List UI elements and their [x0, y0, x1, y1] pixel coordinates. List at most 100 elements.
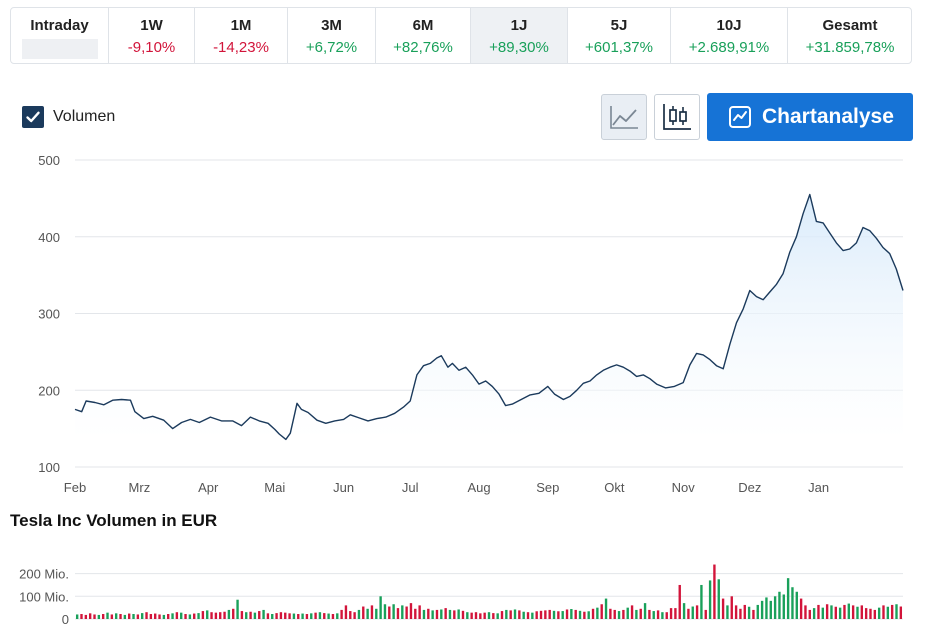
volume-bar	[219, 612, 222, 619]
volume-bar	[136, 614, 140, 619]
volume-bar	[730, 596, 733, 619]
volume-bar	[344, 605, 348, 619]
chartanalyse-label: Chartanalyse	[762, 105, 894, 128]
volume-bar	[752, 609, 755, 619]
volume-bar	[175, 612, 179, 619]
period-intraday[interactable]: Intraday	[11, 8, 109, 63]
period-1m[interactable]: 1M -14,23%	[195, 8, 288, 63]
chartanalyse-button[interactable]: Chartanalyse	[707, 93, 913, 141]
volume-bar	[613, 609, 616, 619]
volume-bar	[275, 613, 278, 619]
volume-bar	[847, 603, 850, 619]
period-1j[interactable]: 1J +89,30%	[471, 8, 568, 63]
volume-bar	[444, 608, 447, 619]
volume-bar	[392, 604, 395, 619]
volume-bar	[656, 610, 660, 619]
volume-bar	[691, 606, 694, 619]
volume-bar	[310, 613, 313, 619]
volume-bar	[448, 609, 452, 619]
period-6m[interactable]: 6M +82,76%	[376, 8, 471, 63]
volume-bar	[856, 606, 859, 619]
volume-bar	[704, 609, 707, 619]
volume-bar	[201, 611, 205, 619]
volume-bar	[773, 596, 777, 619]
period-5j[interactable]: 5J +601,37%	[568, 8, 671, 63]
volume-bar	[713, 564, 716, 619]
volume-bar	[154, 613, 157, 619]
volume-bar	[617, 611, 621, 619]
volume-bar	[418, 605, 421, 619]
volume-bar	[882, 605, 885, 619]
volume-chart: 0 100 Mio. 200 Mio.	[19, 564, 903, 627]
volume-bar	[93, 614, 96, 619]
volume-bar	[188, 614, 192, 619]
volume-bar	[114, 613, 118, 619]
volume-bar	[877, 607, 881, 619]
volume-bar	[687, 608, 690, 619]
volume-bar	[379, 596, 382, 619]
volume-bar	[648, 609, 651, 619]
volume-bar	[97, 614, 101, 619]
checkmark-icon	[26, 111, 40, 123]
volume-bar	[396, 608, 400, 619]
period-1w[interactable]: 1W -9,10%	[109, 8, 195, 63]
volume-bar	[552, 610, 556, 619]
volume-bar	[279, 612, 283, 619]
volume-bar	[123, 614, 127, 619]
volume-bar	[119, 614, 122, 619]
volume-bar	[401, 605, 404, 619]
period-label: 3M	[321, 17, 342, 34]
period-change: +89,30%	[489, 39, 549, 56]
period-label: Gesamt	[822, 17, 878, 34]
volume-bar	[171, 613, 174, 619]
price-line	[74, 193, 904, 441]
period-3m[interactable]: 3M +6,72%	[288, 8, 376, 63]
line-chart-button[interactable]	[601, 94, 647, 140]
period-label: 1J	[510, 17, 528, 34]
volume-bar	[75, 614, 79, 619]
volume-bar	[132, 614, 135, 619]
volume-bar	[362, 606, 365, 619]
volume-bar	[366, 608, 369, 619]
period-change-placeholder	[21, 39, 98, 59]
volume-bar	[674, 608, 677, 619]
volume-bar	[890, 604, 894, 619]
volume-chart-title: Tesla Inc Volumen in EUR	[10, 511, 218, 530]
volume-bar	[466, 612, 469, 619]
volume-bar	[825, 604, 829, 619]
price-x-tick: Apr	[198, 480, 219, 495]
volume-bar	[873, 609, 877, 619]
period-change: -9,10%	[127, 39, 176, 56]
volume-bar	[479, 613, 482, 619]
volume-bar	[128, 613, 131, 619]
candlestick-chart-button[interactable]	[654, 94, 700, 140]
volume-bar	[409, 603, 413, 619]
volume-bar	[383, 604, 387, 619]
period-10j[interactable]: 10J +2.689,91%	[671, 8, 788, 63]
volume-bar	[492, 613, 495, 619]
volume-bar	[700, 584, 703, 619]
price-y-tick: 500	[38, 153, 60, 168]
period-gesamt[interactable]: Gesamt +31.859,78%	[788, 8, 912, 63]
volume-bar	[756, 604, 759, 619]
volume-bar	[292, 613, 296, 619]
volume-bar	[821, 607, 824, 619]
volume-bar	[535, 611, 538, 619]
volume-y-tick: 200 Mio.	[19, 567, 69, 582]
volume-bar	[435, 609, 439, 619]
volume-bar	[301, 613, 304, 619]
volume-bar	[240, 611, 244, 619]
volume-bar	[778, 591, 781, 619]
volume-bar	[626, 607, 629, 619]
volume-bar	[101, 614, 105, 619]
volume-bar	[162, 614, 166, 619]
volume-bar	[357, 609, 361, 619]
volume-bar	[474, 612, 478, 619]
price-x-tick: Jun	[333, 480, 354, 495]
volume-toggle[interactable]: Volumen	[22, 106, 115, 128]
chart-analysis-icon	[729, 106, 751, 128]
volume-bar	[678, 584, 681, 619]
volume-checkbox[interactable]	[22, 106, 44, 128]
volume-bar	[747, 606, 751, 619]
price-x-tick: Jul	[402, 480, 419, 495]
